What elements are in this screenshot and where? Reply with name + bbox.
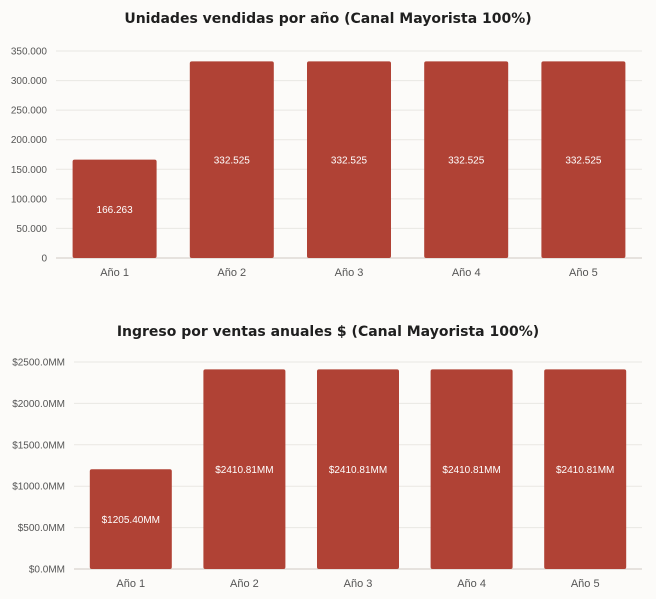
chart-1-bar-value-label: 332.525	[448, 156, 485, 167]
chart-1-bar-value-label: 166.263	[97, 205, 134, 216]
chart-2-bar	[203, 369, 286, 569]
chart-2-x-tick-label: Año 4	[457, 578, 486, 590]
chart-2-bar-value-label: $2410.81MM	[215, 465, 273, 476]
chart-1-x-tick-label: Año 5	[569, 267, 598, 279]
chart-2-bar-value-label: $1205.40MM	[102, 515, 160, 526]
chart-1-y-tick-label: 300.000	[11, 76, 48, 87]
chart-1-y-tick-label: 350.000	[11, 47, 48, 58]
chart-2-x-tick-label: Año 3	[344, 578, 373, 590]
chart-1-bar	[424, 61, 509, 259]
chart-1-y-tick-label: 0	[41, 254, 47, 265]
chart-1-y-tick-label: 250.000	[11, 106, 48, 117]
chart-1-bar	[307, 61, 391, 259]
chart-2-bar	[544, 369, 627, 569]
chart-1-x-tick-label: Año 3	[335, 267, 364, 279]
chart-2-title: Ingreso por ventas anuales $ (Canal Mayo…	[116, 324, 540, 340]
chart-1-y-tick-label: 50.000	[16, 224, 47, 235]
chart-2-bar	[89, 469, 172, 569]
chart-2-y-tick-label: $2500.0MM	[12, 358, 65, 369]
chart-1-y-tick-label: 100.000	[11, 194, 48, 205]
chart-1-x-tick-label: Año 4	[452, 267, 481, 279]
units-sold-bar-chart: 0 50.000 100.000 150.000 200.000 250.000 300.0…	[11, 47, 642, 279]
chart-1-bar-value-label: 332.525	[331, 156, 368, 167]
chart-2-y-tick-label: $2000.0MM	[12, 399, 65, 410]
chart-1-x-tick-label: Año 1	[100, 267, 129, 279]
chart-2-bar	[430, 369, 513, 569]
chart-1-bar	[541, 61, 626, 259]
chart-1-bar-value-label: 332.525	[565, 156, 602, 167]
chart-2-y-tick-label: $500.0MM	[18, 523, 65, 534]
chart-2-bar-value-label: $2410.81MM	[556, 465, 614, 476]
chart-2-x-tick-label: Año 2	[230, 578, 259, 590]
chart-2-x-tick-label: Año 5	[571, 578, 600, 590]
chart-1-title: Unidades vendidas por año (Canal Mayoris…	[124, 11, 532, 27]
chart-2-bar-value-label: $2410.81MM	[442, 465, 500, 476]
chart-1-y-tick-label: 200.000	[11, 135, 48, 146]
chart-2-y-tick-label: $1500.0MM	[12, 440, 65, 451]
chart-1-bar	[189, 61, 274, 259]
chart-1-bar-value-label: 332.525	[214, 156, 251, 167]
chart-2-bar-value-label: $2410.81MM	[329, 465, 387, 476]
chart-2-y-tick-label: $1000.0MM	[12, 482, 65, 493]
chart-1-bar	[72, 159, 157, 258]
chart-2-bar	[317, 369, 399, 569]
chart-2-x-tick-label: Año 1	[116, 578, 145, 590]
chart-2-y-tick-label: $0.0MM	[29, 565, 65, 576]
chart-1-x-tick-label: Año 2	[217, 267, 246, 279]
chart-1-y-tick-label: 150.000	[11, 165, 48, 176]
